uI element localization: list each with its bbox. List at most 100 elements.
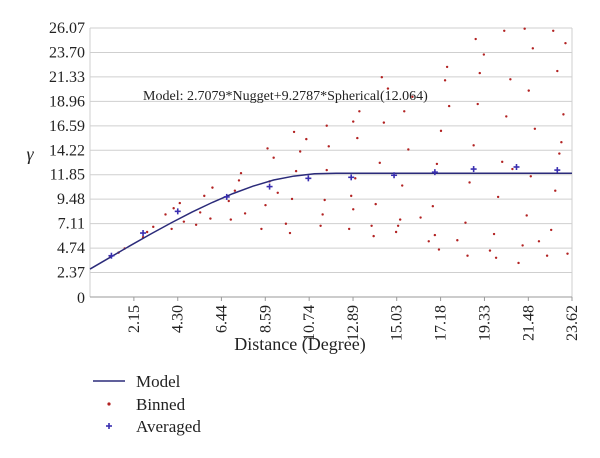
binned-point	[323, 198, 326, 202]
binned-point	[298, 150, 302, 153]
binned-point	[419, 216, 422, 219]
binned-point	[482, 53, 486, 56]
y-tick-label: 26.07	[49, 20, 85, 37]
binned-point	[396, 224, 400, 228]
binned-point	[533, 127, 537, 131]
binned-point	[562, 113, 565, 116]
binned-point	[564, 41, 567, 45]
legend: Model Binned Averaged	[93, 372, 201, 436]
binned-point	[456, 239, 459, 242]
binned-point	[227, 199, 230, 203]
binned-point	[443, 79, 447, 82]
binned-point	[172, 207, 175, 210]
binned-point	[229, 218, 233, 221]
binned-point	[478, 71, 481, 75]
binned-point	[496, 195, 500, 199]
averaged-point	[305, 175, 312, 182]
binned-point	[350, 194, 353, 198]
binned-point	[531, 47, 535, 50]
averaged-point	[470, 166, 477, 173]
averaged-point	[174, 208, 181, 215]
binned-point	[325, 168, 328, 172]
binned-point	[370, 224, 373, 228]
x-tick-label: 8.59	[257, 305, 274, 333]
binned-point	[401, 184, 404, 187]
x-tick-label: 21.48	[520, 305, 537, 341]
binned-point	[523, 27, 526, 30]
x-tick-label: 23.62	[564, 305, 581, 341]
averaged-point	[348, 174, 355, 181]
averaged-point	[108, 252, 115, 259]
binned-point	[182, 220, 186, 223]
y-tick-label: 21.33	[49, 69, 85, 86]
model-curve	[89, 172, 572, 270]
legend-item-binned: Binned	[107, 395, 186, 414]
binned-point	[276, 191, 279, 194]
averaged-point	[223, 193, 230, 200]
model-series	[89, 172, 572, 270]
binned-point	[433, 233, 437, 237]
tick-labels: 0 2.37 4.74 7.11 9.48 11.85 14.22 16.59 18.96 21.…	[49, 20, 581, 341]
binned-point	[272, 156, 275, 159]
binned-point	[501, 160, 504, 164]
binned-point	[394, 230, 398, 234]
binned-point	[525, 214, 528, 217]
binned-point	[327, 145, 330, 148]
binned-point	[554, 189, 557, 192]
binned-point	[194, 223, 198, 226]
y-tick-label: 18.96	[49, 93, 85, 110]
y-tick-label: 14.22	[49, 142, 85, 159]
averaged-point	[513, 163, 520, 170]
y-tick-label: 7.11	[58, 216, 85, 233]
binned-point	[431, 204, 435, 208]
binned-point	[439, 129, 443, 133]
binned-point	[321, 213, 324, 216]
binned-point	[509, 78, 512, 81]
binned-point	[198, 211, 202, 214]
binned-point	[378, 161, 381, 165]
legend-binned-label: Binned	[136, 395, 186, 414]
x-tick-label: 6.44	[213, 305, 230, 333]
y-tick-label: 23.70	[49, 44, 85, 61]
gridlines	[90, 27, 572, 274]
binned-point	[407, 148, 410, 151]
binned-point	[145, 230, 149, 234]
binned-point	[447, 104, 451, 108]
y-tick-label: 0	[77, 290, 85, 307]
binned-point	[288, 231, 292, 235]
binned-point	[347, 227, 351, 231]
binned-point	[380, 76, 384, 79]
y-axis-title: γ	[26, 144, 34, 164]
y-tick-label: 9.48	[57, 191, 85, 208]
averaged-point	[431, 169, 438, 176]
binned-point	[264, 203, 267, 207]
binned-point	[372, 234, 375, 238]
binned-point	[464, 221, 467, 224]
binned-point	[211, 186, 214, 189]
binned-point	[492, 232, 496, 236]
binned-point	[527, 89, 530, 92]
binned-point	[505, 115, 508, 118]
model-annotation: Model: 2.7079*Nugget+9.2787*Spherical(12…	[143, 89, 428, 104]
legend-item-model: Model	[93, 372, 181, 391]
binned-point	[237, 179, 241, 182]
x-axis-title: Distance (Degree)	[234, 334, 365, 355]
binned-point	[476, 102, 479, 106]
binned-point	[494, 256, 498, 259]
binned-point	[356, 136, 359, 140]
binned-point	[468, 181, 471, 184]
binned-point	[521, 244, 524, 247]
binned-point	[260, 227, 263, 231]
binned-point	[556, 69, 559, 73]
binned-point	[466, 254, 469, 257]
y-tick-label: 16.59	[49, 118, 85, 135]
binned-point	[558, 152, 561, 155]
legend-averaged-label: Averaged	[136, 417, 201, 436]
legend-averaged-swatch	[106, 423, 112, 429]
binned-point	[284, 222, 288, 225]
y-tick-label: 11.85	[50, 167, 85, 184]
binned-point	[403, 110, 406, 113]
binned-point	[549, 228, 553, 232]
binned-point	[445, 65, 449, 69]
